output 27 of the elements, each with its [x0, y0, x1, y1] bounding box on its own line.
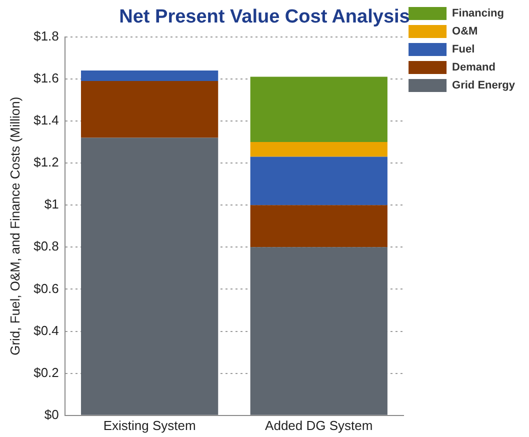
bar	[250, 156, 388, 206]
y-tick-label: $0.4	[34, 322, 59, 338]
bar	[250, 142, 388, 157]
chart-title: Net Present Value Cost Analysis	[119, 6, 410, 28]
legend-label: Fuel	[452, 44, 475, 56]
y-tick-label: $1.2	[34, 154, 59, 170]
bar	[250, 205, 388, 248]
bar	[250, 247, 388, 415]
x-tick-label: Existing System	[103, 418, 196, 433]
bar	[80, 80, 218, 138]
y-tick-label: $0.8	[34, 238, 59, 254]
legend-label: Grid Energy	[452, 80, 516, 92]
y-axis-title: Grid, Fuel, O&M, and Finance Costs (Million)	[7, 96, 22, 356]
bar	[80, 138, 218, 415]
y-tick-label: $1.4	[34, 112, 59, 128]
y-tick-label: $1	[44, 196, 59, 212]
bar	[250, 76, 388, 142]
y-tick-label: $0.2	[34, 364, 59, 380]
y-tick-label: $1.6	[34, 70, 59, 86]
bar	[80, 70, 218, 81]
x-tick-label: Added DG System	[265, 418, 373, 433]
legend-label: Financing	[452, 8, 504, 20]
y-tick-label: $1.8	[34, 28, 59, 44]
y-tick-label: $0.6	[34, 280, 59, 296]
y-tick-label: $0	[44, 406, 59, 422]
legend-label: O&M	[452, 26, 478, 38]
legend-label: Demand	[452, 62, 496, 74]
